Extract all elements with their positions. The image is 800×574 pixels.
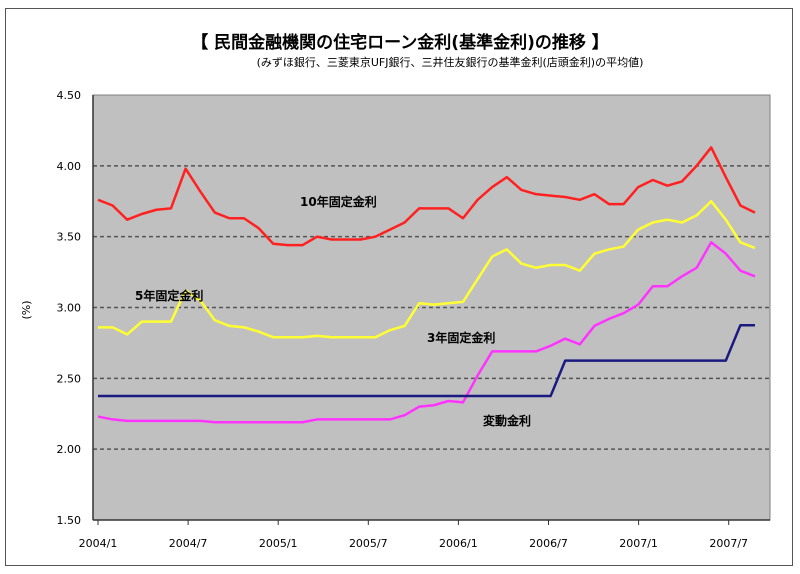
x-tick-label: 2007/1 [619, 537, 658, 550]
series-line-3 [98, 323, 755, 398]
x-tick-label: 2007/7 [709, 537, 748, 550]
x-tick-label: 2005/7 [349, 537, 388, 550]
y-tick-label: 3.50 [57, 231, 82, 244]
y-tick-label: 3.00 [57, 302, 82, 315]
x-tick-label: 2005/1 [259, 537, 298, 550]
chart-subtitle: (みずほ銀行、三菱東京UFJ銀行、三井住友銀行の基準金利(店頭金利)の平均値) [256, 56, 644, 69]
x-tick-label: 2006/7 [529, 537, 568, 550]
series-label: 5年固定金利 [135, 288, 203, 303]
series-label: 3年固定金利 [427, 330, 495, 345]
series-line-2 [97, 241, 756, 424]
x-tick-label: 2004/7 [169, 537, 208, 550]
y-tick-label: 4.00 [57, 160, 82, 173]
y-tick-label: 1.50 [57, 514, 82, 527]
series-label: 変動金利 [483, 413, 531, 428]
chart-frame [5, 8, 793, 566]
y-tick-label: 4.50 [57, 89, 82, 102]
y-axis-label: (%) [20, 300, 33, 319]
series-line-0 [97, 146, 756, 247]
x-tick-label: 2006/1 [439, 537, 478, 550]
series-label: 10年固定金利 [300, 194, 377, 209]
y-tick-label: 2.50 [57, 372, 82, 385]
y-tick-label: 2.00 [57, 443, 82, 456]
x-tick-label: 2004/1 [79, 537, 118, 550]
chart-title: 【 民間金融機関の住宅ローン金利(基準金利)の推移 】 [191, 33, 609, 53]
series-line-1 [98, 200, 756, 339]
